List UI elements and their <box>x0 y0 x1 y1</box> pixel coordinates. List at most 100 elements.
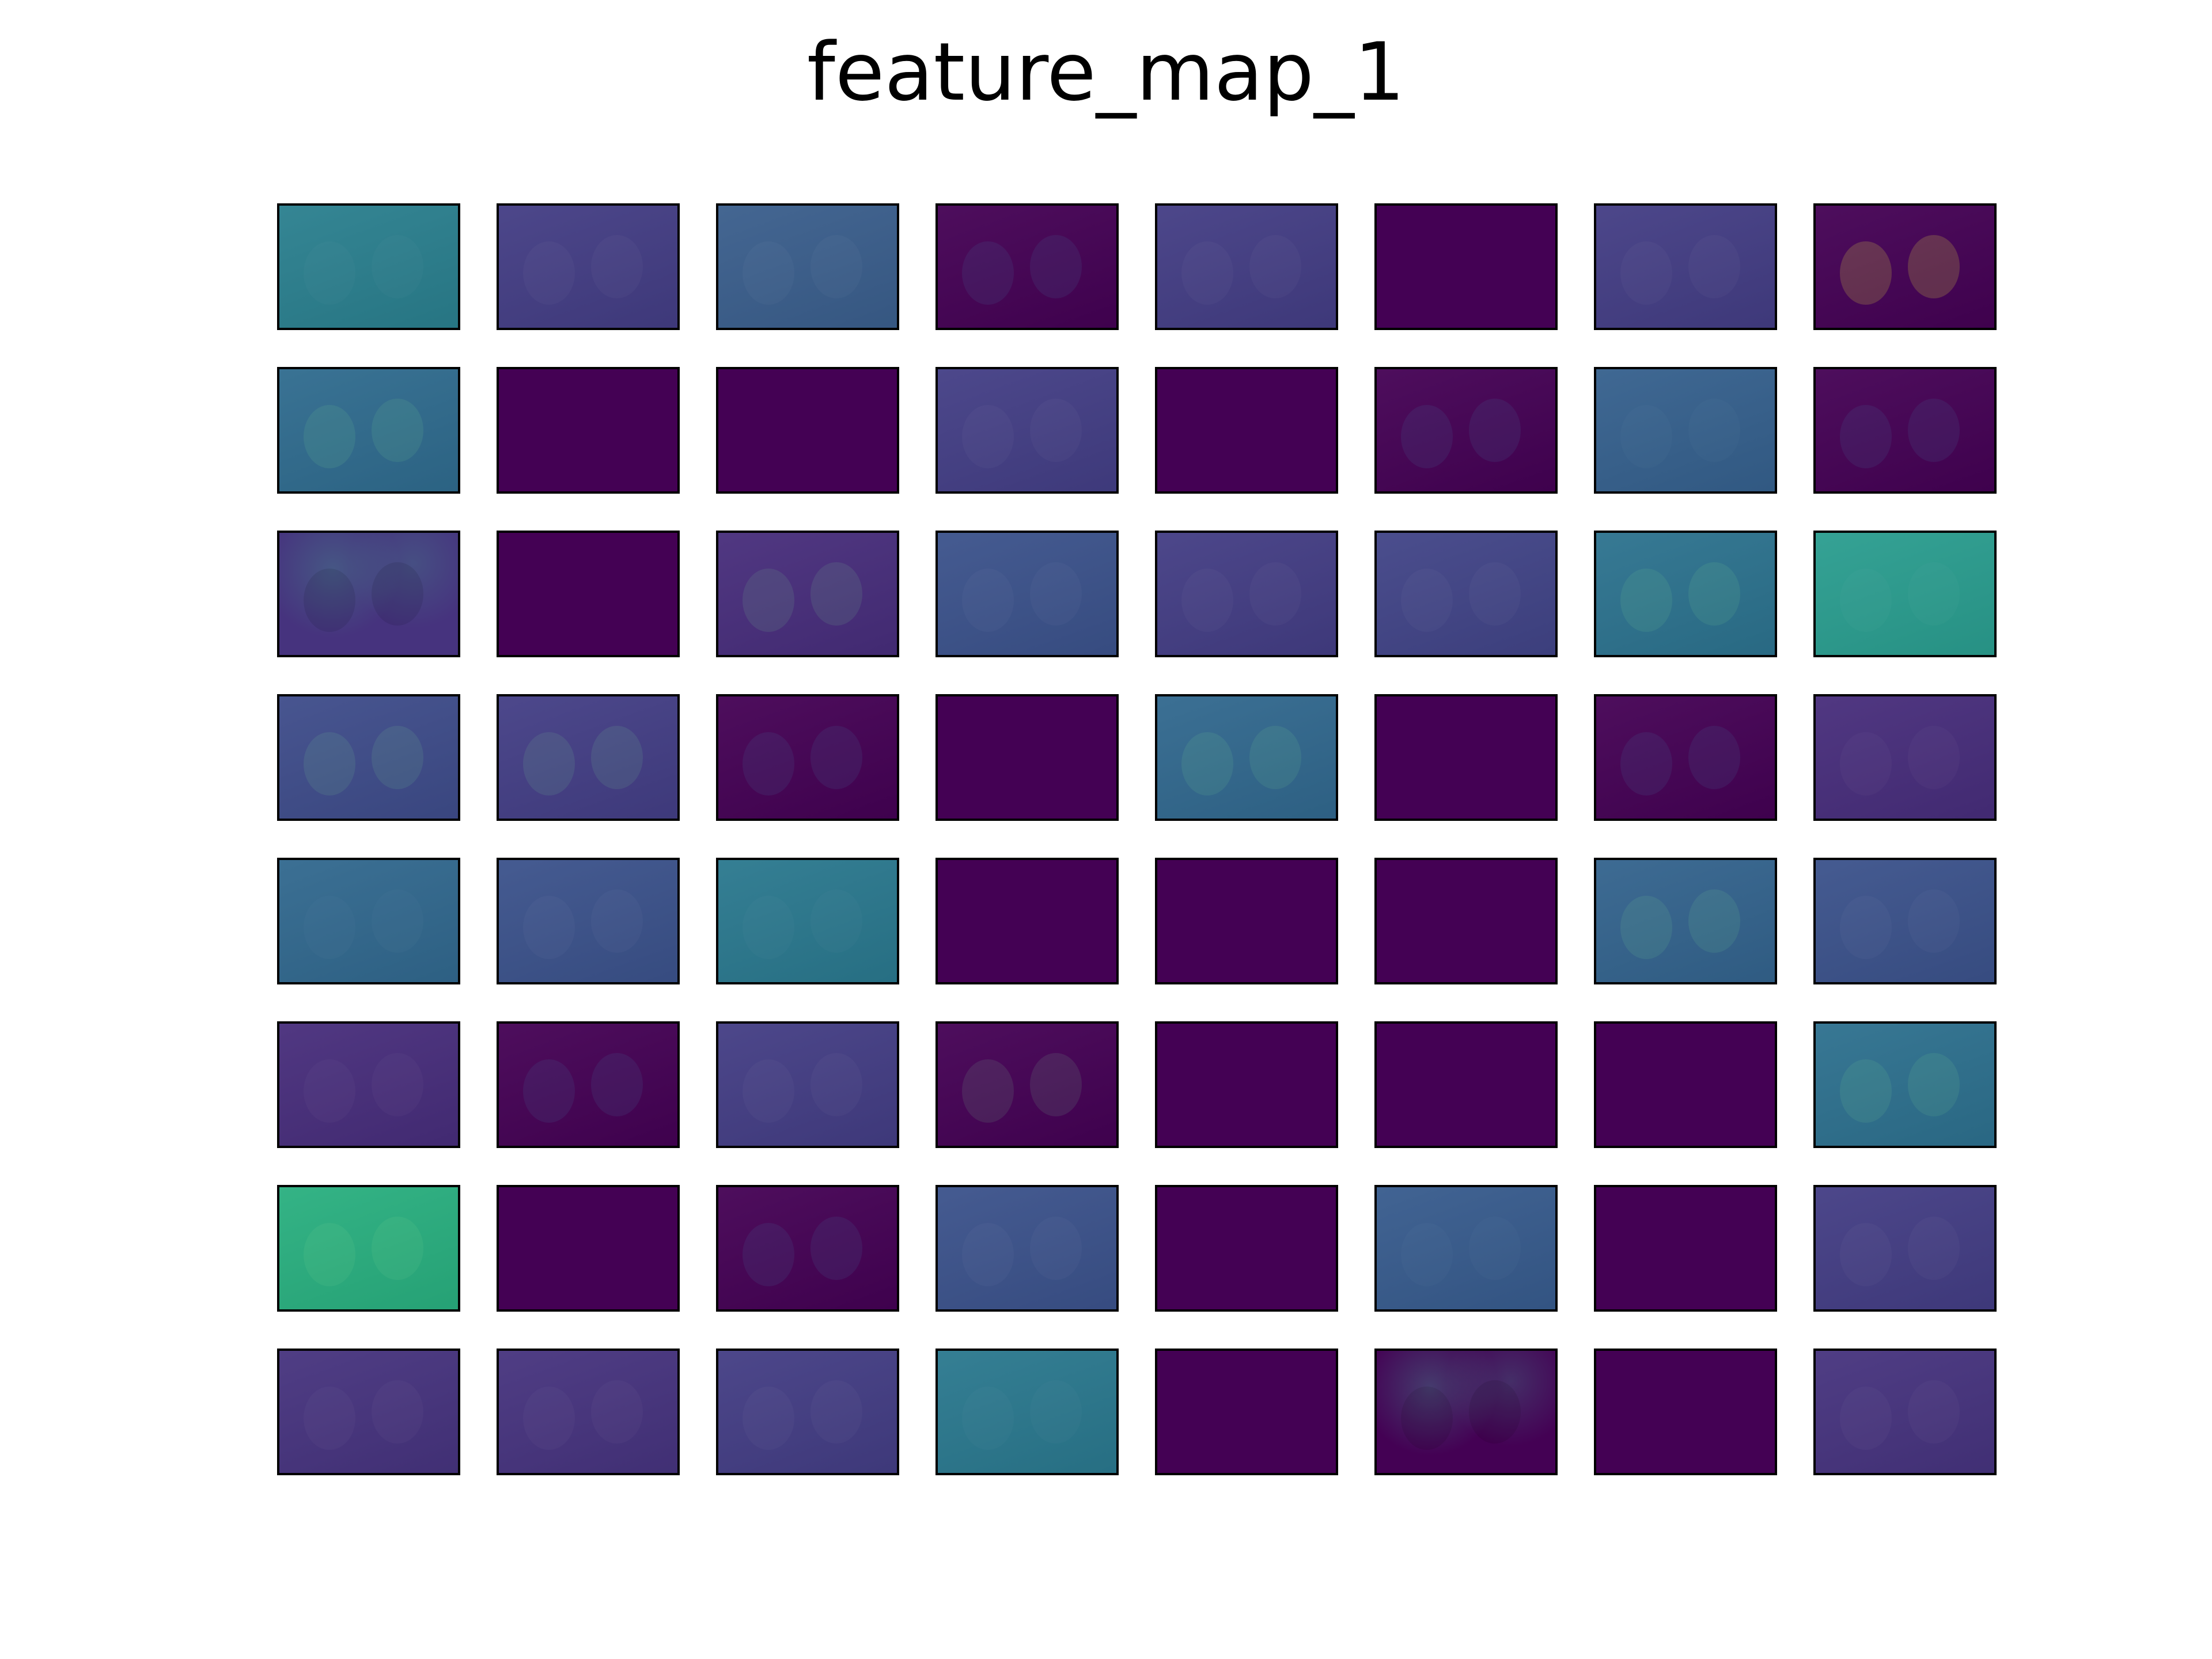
feature-map-tile <box>935 1021 1119 1148</box>
feature-map-tile <box>497 203 680 330</box>
feature-map-tile <box>1594 367 1777 494</box>
activation-texture <box>1596 1024 1775 1146</box>
dog-silhouette <box>1181 569 1233 632</box>
feature-map-tile <box>935 531 1119 657</box>
feature-map-tile <box>1374 531 1558 657</box>
dog-silhouette <box>1620 405 1672 468</box>
dog-silhouette <box>1688 889 1740 953</box>
activation-texture <box>499 533 677 655</box>
feature-map-tile <box>497 694 680 821</box>
feature-map-tile <box>1155 694 1338 821</box>
dog-silhouette <box>372 1380 423 1444</box>
activation-texture <box>1816 206 1994 328</box>
feature-map-tile <box>1374 1021 1558 1148</box>
dog-silhouette <box>1401 569 1453 632</box>
feature-map-tile <box>1374 1349 1558 1475</box>
dog-silhouette <box>1908 562 1960 626</box>
activation-texture <box>718 1351 897 1473</box>
dog-silhouette <box>742 732 794 796</box>
activation-texture <box>279 860 458 982</box>
feature-map-tile <box>935 203 1119 330</box>
dog-silhouette <box>1400 1386 1453 1450</box>
dog-silhouette <box>1907 399 1960 462</box>
feature-map-tile <box>716 367 899 494</box>
activation-texture <box>1157 696 1336 819</box>
activation-texture <box>279 533 458 655</box>
dog-silhouette <box>810 1053 862 1116</box>
activation-texture <box>1157 369 1336 491</box>
activation-texture <box>938 860 1116 982</box>
activation-texture <box>279 1187 458 1309</box>
dog-silhouette <box>1688 562 1740 626</box>
activation-texture <box>1157 206 1336 328</box>
feature-map-tile <box>497 531 680 657</box>
dog-silhouette <box>743 1387 794 1450</box>
feature-map-tile <box>935 858 1119 984</box>
feature-map-tile <box>935 694 1119 821</box>
activation-texture <box>1816 1351 1994 1473</box>
dog-silhouette <box>1469 1217 1521 1280</box>
dog-silhouette <box>1029 1053 1082 1116</box>
activation-texture <box>499 369 677 491</box>
dog-silhouette <box>1908 726 1960 789</box>
activation-texture <box>499 206 677 328</box>
activation-texture <box>718 533 897 655</box>
feature-map-tile <box>935 367 1119 494</box>
dog-silhouette <box>1181 241 1233 305</box>
feature-map-tile <box>716 1185 899 1312</box>
activation-texture <box>1816 696 1994 819</box>
feature-map-tile <box>1594 694 1777 821</box>
feature-map-tile <box>277 1349 460 1475</box>
activation-texture <box>1157 1024 1336 1146</box>
dog-silhouette <box>1907 1053 1960 1116</box>
feature-map-tile <box>1155 367 1338 494</box>
feature-map-tile <box>1813 203 1997 330</box>
feature-map-tile <box>497 1349 680 1475</box>
dog-silhouette <box>1688 235 1740 298</box>
feature-map-tile <box>277 694 460 821</box>
dog-silhouette <box>1840 1387 1892 1450</box>
activation-texture <box>718 696 897 819</box>
feature-map-tile <box>277 531 460 657</box>
dog-silhouette <box>742 568 794 632</box>
feature-map-tile <box>1594 1021 1777 1148</box>
feature-map-tile <box>1155 858 1338 984</box>
activation-texture <box>279 696 458 819</box>
feature-map-tile <box>277 367 460 494</box>
activation-texture <box>1377 696 1555 819</box>
feature-map-tile <box>1813 367 1997 494</box>
dog-silhouette <box>961 1059 1014 1123</box>
dog-silhouette <box>372 1053 423 1116</box>
dog-silhouette <box>1688 726 1740 789</box>
activation-texture <box>1816 860 1994 982</box>
activation-texture <box>1377 1187 1555 1309</box>
activation-texture <box>718 1024 897 1146</box>
dog-silhouette <box>1908 1380 1960 1444</box>
activation-texture <box>1377 206 1555 328</box>
dog-silhouette <box>1030 562 1082 626</box>
dog-silhouette <box>371 1217 423 1280</box>
activation-texture <box>938 696 1116 819</box>
dog-silhouette <box>591 235 643 298</box>
dog-silhouette <box>810 726 862 789</box>
dog-silhouette <box>1620 568 1672 632</box>
dog-silhouette <box>742 1222 794 1286</box>
activation-texture <box>1377 369 1555 491</box>
feature-map-tile <box>716 531 899 657</box>
feature-map-tile <box>497 367 680 494</box>
activation-texture <box>1377 1024 1555 1146</box>
dog-silhouette <box>590 726 643 789</box>
feature-map-tile <box>1594 858 1777 984</box>
activation-texture <box>938 533 1116 655</box>
dog-silhouette <box>1400 404 1453 468</box>
dog-silhouette <box>523 896 575 959</box>
activation-texture <box>279 1351 458 1473</box>
activation-texture <box>718 206 897 328</box>
activation-texture <box>1596 696 1775 819</box>
dog-silhouette <box>1840 569 1892 632</box>
activation-texture <box>499 696 677 819</box>
feature-map-tile <box>1155 1185 1338 1312</box>
feature-map-tile <box>277 1185 460 1312</box>
dog-silhouette <box>522 1059 575 1123</box>
